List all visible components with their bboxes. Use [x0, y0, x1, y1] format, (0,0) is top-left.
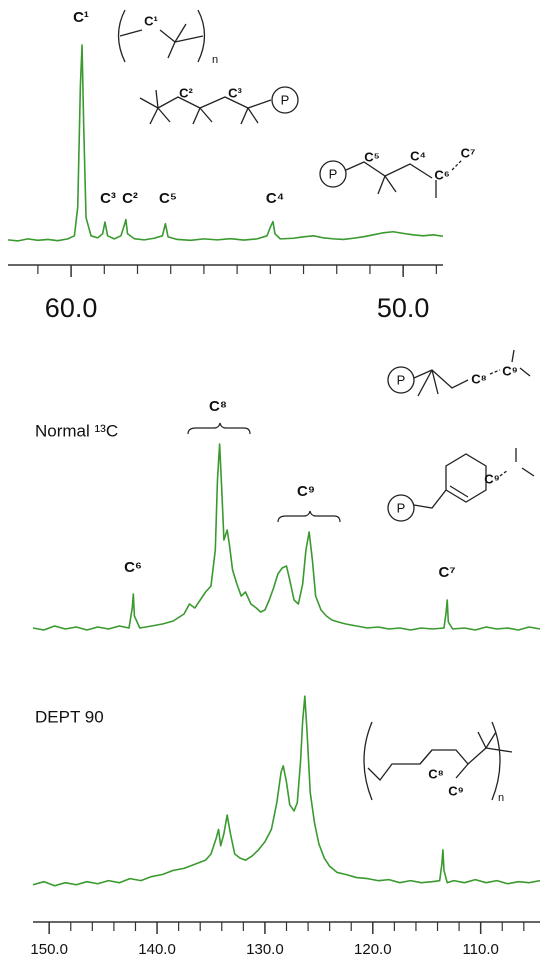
bracket: [363, 721, 373, 801]
peak-bracket: [187, 422, 251, 435]
atom-label: P: [281, 92, 290, 107]
bond: [485, 731, 497, 749]
atom-label: C¹: [144, 13, 158, 28]
spectrum-line: [7, 44, 444, 242]
structure-4: P C⁸ C⁹: [387, 349, 531, 397]
bond: [192, 107, 201, 125]
repeat-n: n: [498, 792, 504, 804]
atom-label: P: [397, 500, 406, 515]
bond: [419, 749, 433, 765]
chain: [367, 749, 469, 781]
bond: [159, 29, 176, 43]
peak-label: C¹: [73, 9, 89, 26]
panel-label: Normal ¹³C: [35, 421, 118, 440]
atom-label: C⁷: [461, 145, 476, 160]
bond: [521, 467, 535, 477]
structure-2: C² C³ P: [139, 85, 299, 125]
x-tick-label: 50.0: [377, 293, 430, 323]
chain: [139, 96, 272, 109]
double-bond: [449, 485, 469, 498]
x-tick-label: 120.0: [354, 941, 392, 958]
peak-label: C³: [100, 190, 116, 207]
peak-label: C⁵: [159, 190, 177, 207]
double-bond: [489, 369, 501, 375]
structure-5: P C⁹: [387, 448, 535, 522]
atom-label: C⁸: [471, 371, 487, 386]
bond: [167, 41, 176, 59]
peak-label: C⁸: [209, 398, 227, 415]
peak-bracket: [277, 510, 341, 523]
peak-label: C²: [122, 190, 138, 207]
atom-label: C²: [179, 85, 193, 100]
bracket: [197, 9, 206, 63]
bond: [155, 89, 159, 109]
structure-3: P C⁵ C⁴ C⁶ C⁷: [319, 145, 476, 198]
peak-label: C⁴: [266, 190, 284, 207]
atom-label: C⁹: [502, 363, 518, 378]
peak-label: C⁹: [297, 483, 315, 500]
structure-6: C⁸ C⁹ n: [363, 721, 513, 804]
x-tick-label: 110.0: [462, 941, 498, 958]
x-tick-label: 150.0: [30, 941, 68, 958]
atom-label: C⁶: [434, 167, 449, 182]
bond: [199, 107, 213, 123]
bond: [149, 107, 159, 125]
bond: [247, 107, 259, 124]
bracket: [491, 721, 501, 801]
bond: [174, 23, 187, 43]
atom-label: P: [329, 166, 338, 181]
bond: [174, 35, 204, 43]
polymer-circle: [387, 494, 415, 522]
atom-label: P: [397, 372, 406, 387]
structure-1: C¹ n: [117, 9, 218, 66]
atom-label: C⁹: [448, 783, 464, 798]
bracket: [117, 9, 126, 63]
peak-label: C⁶: [124, 559, 142, 576]
bond: [477, 731, 487, 749]
bond: [157, 107, 171, 123]
bond: [377, 175, 386, 195]
bond: [485, 747, 513, 753]
x-tick-label: 130.0: [246, 941, 284, 958]
bond: [119, 29, 143, 37]
atom-label: C³: [228, 85, 242, 100]
chain: [413, 369, 469, 389]
bond: [519, 367, 531, 377]
bond: [417, 369, 433, 397]
double-bond: [499, 469, 509, 477]
chain: [345, 161, 433, 179]
bond: [511, 349, 515, 363]
bond: [384, 175, 397, 193]
atom-label: C⁸: [428, 766, 444, 781]
bond: [467, 747, 487, 765]
polymer-circle: [271, 86, 299, 114]
polymer-circle: [387, 366, 415, 394]
x-tick-label: 60.0: [45, 293, 98, 323]
ring: [413, 453, 487, 509]
atom-label: C⁴: [410, 148, 426, 163]
double-bond: [451, 159, 463, 171]
bond: [431, 369, 439, 395]
spectrum-line: [32, 695, 541, 887]
repeat-n: n: [212, 54, 218, 66]
panel-label: DEPT 90: [35, 707, 104, 726]
x-tick-label: 140.0: [138, 941, 176, 958]
polymer-circle: [319, 160, 347, 188]
atom-label: C⁵: [364, 149, 380, 164]
atom-label: C⁹: [484, 471, 500, 486]
spectrum-line: [32, 443, 541, 631]
peak-label: C⁷: [438, 564, 455, 581]
bond: [240, 107, 249, 125]
